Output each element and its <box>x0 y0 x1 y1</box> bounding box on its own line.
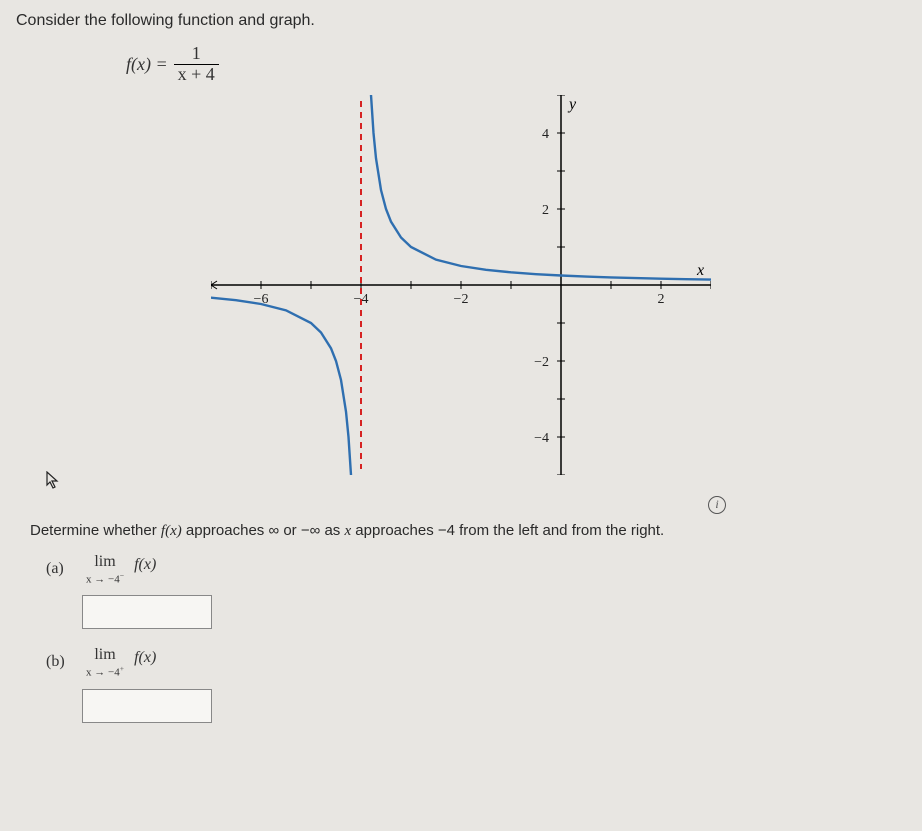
q-fx: f(x) <box>161 523 182 539</box>
part-b-label: (b) <box>46 647 82 671</box>
part-a-answer-input[interactable] <box>82 595 212 629</box>
svg-text:−2: −2 <box>534 355 549 370</box>
q-pre: Determine whether <box>30 522 161 539</box>
cursor-icon <box>46 471 922 492</box>
formula-denominator: x + 4 <box>174 65 219 85</box>
part-a-limit: lim x → −4− <box>86 554 124 586</box>
part-a-label: (a) <box>46 554 82 578</box>
part-a: (a) lim x → −4− f(x) <box>46 554 906 630</box>
svg-text:2: 2 <box>658 292 665 307</box>
svg-text:4: 4 <box>542 127 549 142</box>
part-a-fx: f(x) <box>134 554 156 574</box>
svg-text:−2: −2 <box>454 292 469 307</box>
problem-prompt: Consider the following function and grap… <box>16 12 906 30</box>
svg-text:2: 2 <box>542 203 549 218</box>
q-mid2: approaches −4 from the left and from the… <box>351 522 664 539</box>
part-b-lim: lim <box>94 647 115 663</box>
part-b-fx: f(x) <box>134 647 156 667</box>
part-b-sub: x → −4+ <box>86 665 124 679</box>
question-text: Determine whether f(x) approaches ∞ or −… <box>30 522 906 540</box>
q-mid1: approaches ∞ or −∞ as <box>182 522 345 539</box>
svg-text:y: y <box>567 96 577 113</box>
formula-lhs: f(x) = <box>126 54 168 75</box>
part-b-answer-input[interactable] <box>82 689 212 723</box>
part-a-lim: lim <box>94 554 115 570</box>
part-a-sub: x → −4− <box>86 572 124 586</box>
formula-fraction: 1 x + 4 <box>174 44 219 85</box>
part-b: (b) lim x → −4+ f(x) <box>46 647 906 723</box>
svg-text:x: x <box>696 262 704 279</box>
info-icon[interactable]: i <box>708 496 726 514</box>
function-formula: f(x) = 1 x + 4 <box>126 44 906 85</box>
part-b-limit: lim x → −4+ <box>86 647 124 679</box>
svg-text:−4: −4 <box>534 431 549 446</box>
function-graph: 2−6−4−224−2−4yx <box>211 95 711 475</box>
formula-numerator: 1 <box>188 44 205 64</box>
